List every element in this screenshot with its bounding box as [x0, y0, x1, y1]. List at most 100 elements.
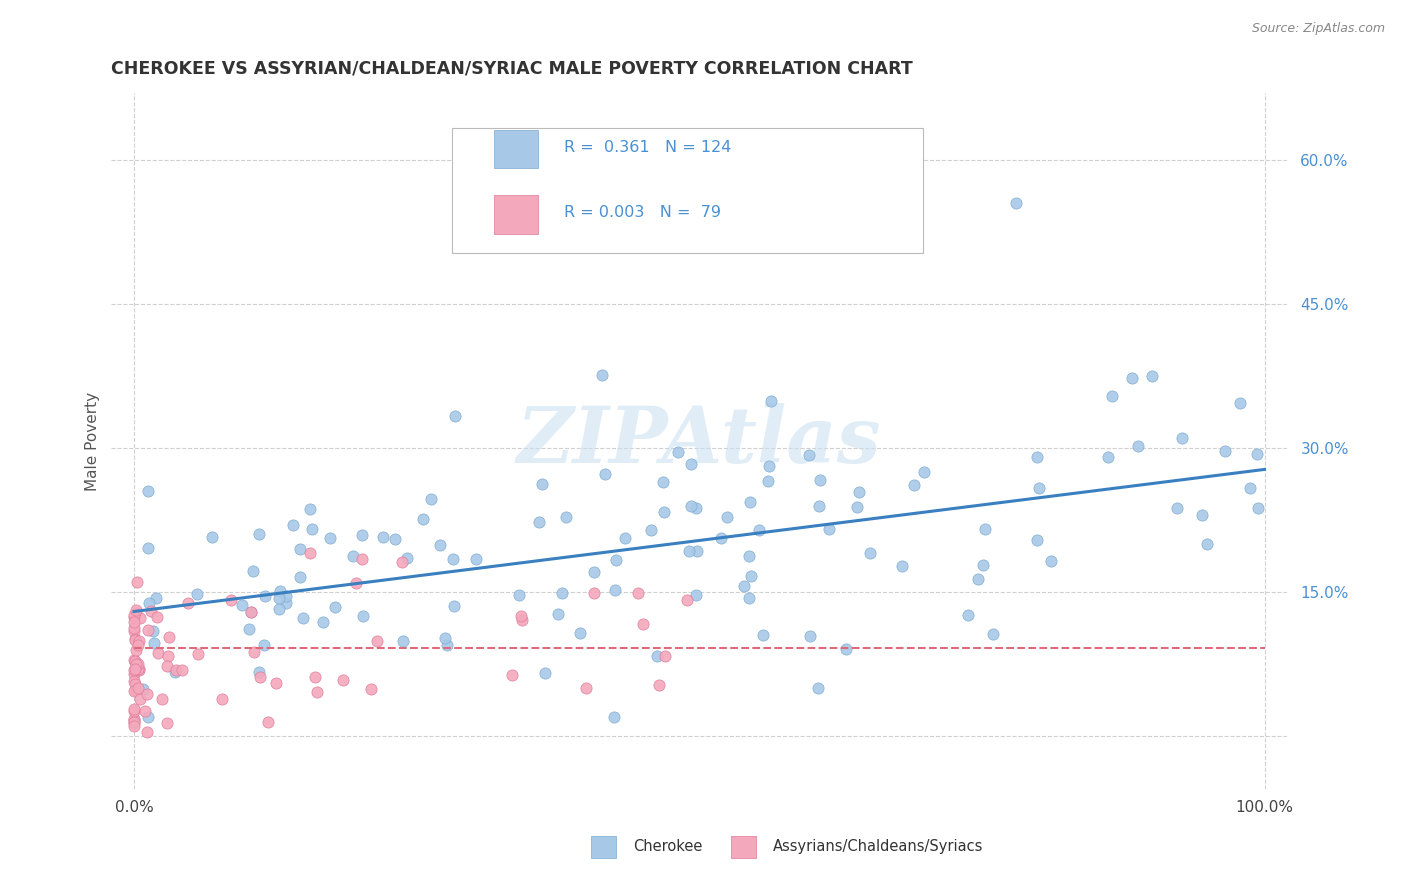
Point [738, 549, 761, 564]
Point [122, 624, 145, 639]
Point [124, 615, 146, 630]
Point [242, 564, 264, 578]
Point [1028, 481, 1050, 495]
Point [124, 683, 146, 698]
Point [128, 662, 150, 676]
Point [1229, 396, 1251, 410]
Point [648, 678, 671, 692]
Point [1121, 371, 1143, 385]
Point [443, 599, 465, 614]
Point [551, 585, 574, 599]
Point [145, 610, 167, 624]
Point [186, 587, 208, 601]
Point [247, 526, 270, 541]
Point [631, 617, 654, 632]
Point [254, 589, 277, 603]
Point [738, 495, 761, 509]
Y-axis label: Male Poverty: Male Poverty [86, 392, 100, 491]
Point [392, 634, 415, 648]
Point [122, 712, 145, 726]
Text: R =  0.361   N = 124: R = 0.361 N = 124 [564, 140, 731, 154]
Point [156, 659, 179, 673]
Point [510, 613, 533, 627]
Point [299, 546, 322, 560]
Point [274, 596, 297, 610]
Point [135, 687, 157, 701]
Point [740, 568, 762, 582]
Point [1126, 439, 1149, 453]
Point [127, 657, 149, 671]
Point [239, 605, 262, 619]
Point [710, 531, 733, 545]
Point [125, 575, 148, 590]
Point [1101, 389, 1123, 403]
Point [344, 576, 367, 591]
Point [501, 668, 523, 682]
Point [352, 528, 374, 542]
Point [312, 615, 335, 629]
Point [125, 606, 148, 620]
Point [253, 638, 276, 652]
Point [323, 600, 346, 615]
Point [150, 691, 173, 706]
Point [1166, 501, 1188, 516]
Point [1170, 431, 1192, 445]
Point [211, 691, 233, 706]
Point [288, 570, 311, 584]
Point [148, 647, 170, 661]
Point [531, 477, 554, 491]
Point [122, 621, 145, 635]
Point [444, 409, 467, 424]
Point [434, 631, 457, 645]
FancyBboxPatch shape [494, 130, 538, 169]
Point [391, 555, 413, 569]
Point [568, 626, 591, 640]
Point [1097, 450, 1119, 465]
Point [332, 673, 354, 687]
Point [436, 638, 458, 652]
Point [582, 586, 605, 600]
Point [170, 663, 193, 677]
Point [124, 633, 146, 648]
Point [305, 684, 328, 698]
Point [124, 657, 146, 671]
Point [157, 649, 180, 664]
Point [122, 714, 145, 728]
Point [201, 530, 224, 544]
Point [957, 608, 980, 623]
Point [124, 662, 146, 676]
Point [614, 531, 637, 545]
Point [1191, 508, 1213, 523]
Point [583, 565, 606, 579]
Point [142, 624, 165, 638]
Point [264, 675, 287, 690]
Point [134, 704, 156, 718]
Point [138, 596, 160, 610]
Point [981, 626, 1004, 640]
Text: R = 0.003   N =  79: R = 0.003 N = 79 [564, 205, 721, 220]
Text: Source: ZipAtlas.com: Source: ZipAtlas.com [1251, 22, 1385, 36]
Point [419, 491, 441, 506]
Point [808, 500, 831, 514]
Point [1247, 501, 1270, 516]
Point [127, 662, 149, 676]
Point [654, 505, 676, 519]
Point [1195, 537, 1218, 551]
Point [605, 553, 627, 567]
Point [269, 584, 291, 599]
Point [299, 501, 322, 516]
Point [122, 663, 145, 677]
Point [238, 622, 260, 636]
Point [247, 665, 270, 679]
Point [122, 702, 145, 716]
Point [395, 550, 418, 565]
Point [281, 518, 304, 533]
Point [797, 448, 820, 462]
Point [1239, 481, 1261, 495]
Point [603, 583, 626, 598]
Point [139, 604, 162, 618]
Point [508, 587, 530, 601]
Point [143, 636, 166, 650]
Point [676, 593, 699, 607]
Point [350, 551, 373, 566]
